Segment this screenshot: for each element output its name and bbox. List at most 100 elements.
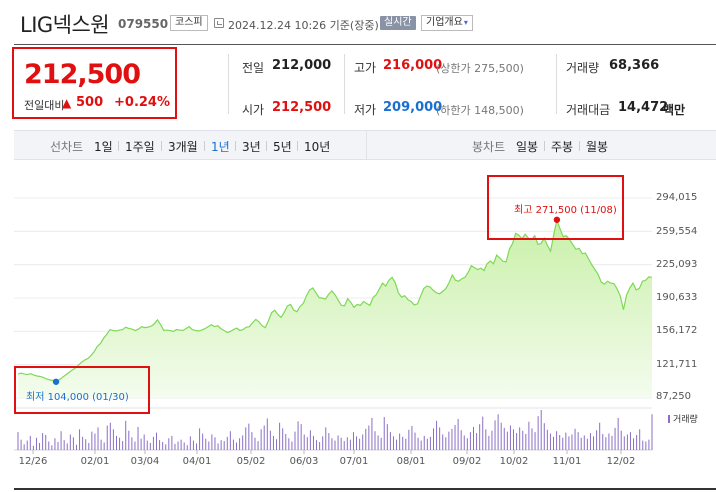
volume-bar	[534, 432, 536, 450]
volume-bar	[57, 442, 59, 450]
volume-bar	[491, 430, 493, 450]
volume-bar	[300, 424, 302, 450]
x-tick-label: 11/01	[552, 456, 582, 467]
volume-bar	[17, 432, 19, 450]
volume-bar	[325, 427, 327, 450]
volume-bar	[476, 433, 478, 450]
period-1d[interactable]: 1일	[94, 140, 113, 154]
volume-bar	[352, 432, 354, 450]
trade-value-value: 14,472	[618, 100, 669, 115]
volume-bar	[134, 441, 136, 450]
volume-bar	[316, 440, 318, 450]
volume-bar	[580, 437, 582, 450]
company-info-button[interactable]: 기업개요▾	[421, 15, 473, 31]
volume-bar	[146, 440, 148, 450]
candle-daily[interactable]: 일봉	[516, 140, 539, 154]
candle-monthly[interactable]: 월봉	[586, 140, 609, 154]
stats-divider	[228, 54, 229, 114]
volume-bar	[279, 422, 281, 450]
volume-bar	[651, 414, 653, 450]
volume-bar	[648, 439, 650, 450]
period-5y[interactable]: 5년	[273, 140, 292, 154]
volume-bar	[583, 435, 585, 450]
volume-bar	[79, 429, 81, 450]
volume-bar	[506, 431, 508, 450]
y-tick-label: 225,093	[656, 259, 698, 270]
volume-bar	[432, 428, 434, 450]
volume-bar	[196, 443, 197, 450]
volume-bar	[389, 432, 391, 450]
volume-bar	[245, 427, 247, 450]
open-value: 212,500	[272, 100, 332, 115]
low-label: 저가	[354, 103, 377, 117]
volume-bar	[629, 432, 631, 450]
stats-divider	[556, 54, 557, 114]
stock-header: LIG넥스원 079550 코스피 2024.12.24 10:26 기준(장중…	[0, 0, 716, 44]
line-chart-label: 선차트	[50, 140, 84, 154]
volume-bar	[125, 420, 127, 450]
candle-weekly[interactable]: 주봉	[551, 140, 574, 154]
volume-bar	[522, 430, 524, 450]
volume-bar	[359, 438, 361, 450]
volume-bar	[454, 425, 456, 450]
volume-bar	[156, 432, 157, 450]
volume-bar	[636, 434, 638, 450]
toolbar-divider	[366, 131, 367, 159]
current-price: 212,500	[24, 59, 141, 90]
volume-bar	[328, 433, 330, 450]
volume-bar	[309, 430, 311, 450]
volume-bar	[463, 435, 465, 450]
x-tick-label: 12/02	[606, 456, 636, 467]
volume-bar	[137, 426, 139, 450]
volume-bar	[605, 437, 607, 450]
trade-value-label: 거래대금	[566, 103, 611, 117]
x-tick-marks	[32, 450, 622, 454]
volume-bar	[525, 434, 527, 450]
volume-bar	[417, 437, 419, 450]
period-10y[interactable]: 10년	[304, 140, 331, 154]
volume-bar	[42, 433, 44, 450]
change-label: 전일대비	[24, 99, 65, 112]
price-line	[17, 217, 653, 383]
volume-bar	[543, 423, 545, 450]
volume-bar	[405, 438, 407, 450]
volume-bar	[91, 431, 93, 450]
volume-bar	[192, 440, 194, 450]
volume-bar	[457, 418, 459, 450]
volume-bar	[469, 432, 471, 450]
realtime-badge[interactable]: 실시간	[380, 16, 416, 30]
lower-limit-note: (하한가 148,500)	[436, 104, 524, 117]
upper-limit-note: (상한가 275,500)	[436, 62, 524, 75]
volume-bar	[497, 414, 499, 450]
volume-bar	[282, 428, 284, 450]
volume-bar	[189, 436, 191, 450]
company-name: LIG넥스원	[20, 13, 110, 37]
x-tick-label: 10/02	[499, 456, 529, 467]
company-info-label: 기업개요	[426, 17, 463, 28]
volume-bar	[208, 441, 210, 450]
volume-bar	[60, 431, 62, 450]
prev-close-value: 212,000	[272, 58, 332, 73]
volume-bar	[48, 441, 50, 450]
price-chart[interactable]	[0, 160, 716, 460]
volume-bar	[35, 437, 37, 450]
volume-bar	[45, 434, 47, 450]
volume-bar	[214, 437, 216, 450]
volume-label: 거래량	[566, 61, 600, 75]
volume-bars	[17, 410, 653, 450]
volume-bar	[633, 438, 635, 450]
volume-bar	[100, 439, 102, 450]
volume-bar	[380, 437, 382, 450]
period-1w[interactable]: 1주일	[125, 140, 155, 154]
volume-bar	[306, 437, 308, 450]
period-3m[interactable]: 3개월	[168, 140, 198, 154]
period-1y[interactable]: 1년	[211, 140, 230, 154]
period-3y[interactable]: 3년	[242, 140, 261, 154]
period-separator	[266, 141, 267, 151]
volume-bar	[602, 434, 604, 450]
y-tick-label: 87,250	[656, 391, 691, 402]
volume-bar	[559, 434, 561, 450]
volume-bar	[473, 426, 474, 450]
volume-bar	[229, 431, 231, 450]
volume-bar	[217, 443, 219, 450]
